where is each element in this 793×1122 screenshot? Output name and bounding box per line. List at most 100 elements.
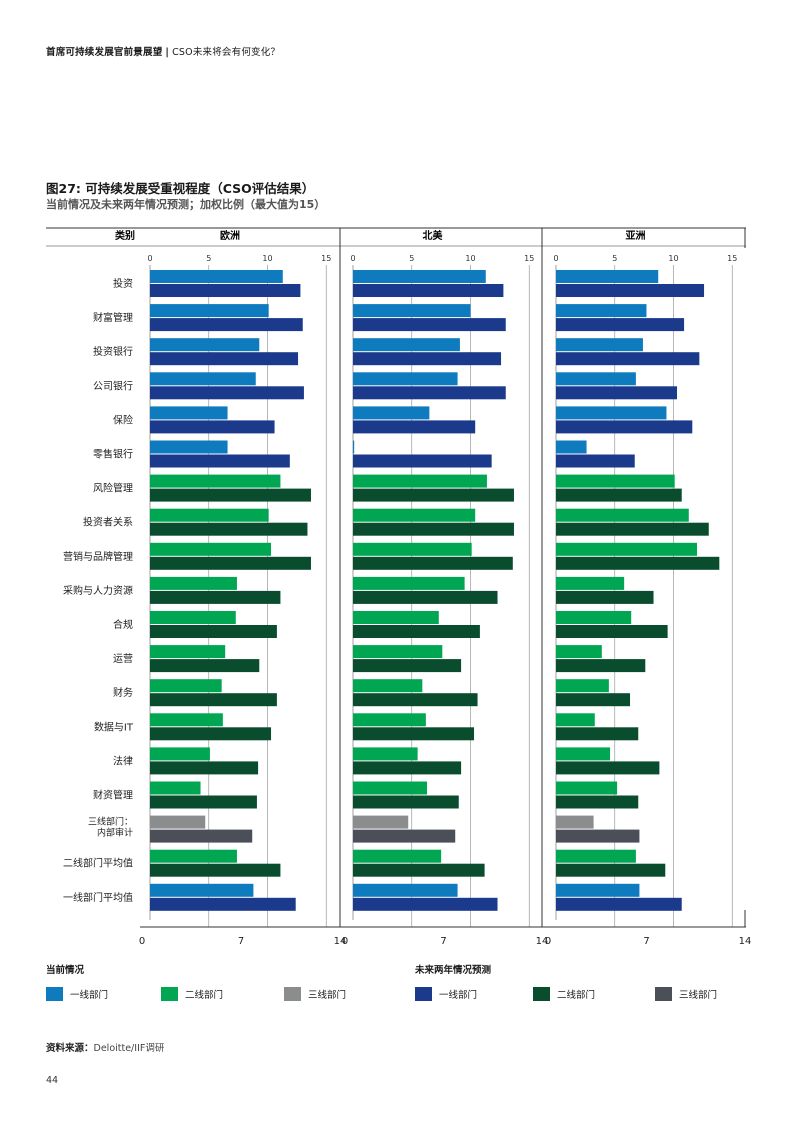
top-tick-label: 5 <box>612 254 617 263</box>
bar-current <box>353 815 409 829</box>
bottom-tick-label: 14 <box>739 936 752 947</box>
bar-future <box>150 829 253 843</box>
category-label: 营销与品牌管理 <box>63 550 133 563</box>
category-label: 保险 <box>113 413 133 426</box>
bar-current <box>353 679 423 693</box>
bar-future <box>150 659 260 673</box>
bar-future <box>353 318 506 332</box>
bar-future <box>353 897 498 911</box>
bar-future <box>353 590 498 604</box>
bar-current <box>556 406 667 420</box>
bar-future <box>556 352 700 366</box>
legend-label: 三线部门 <box>679 990 718 1001</box>
bar-future <box>353 693 478 707</box>
bar-current <box>556 611 632 624</box>
bar-future <box>150 590 281 604</box>
category-label-line: 三线部门： <box>88 816 133 828</box>
legend-label: 三线部门 <box>308 990 347 1001</box>
bar-current <box>150 747 210 761</box>
bar-future <box>150 795 257 809</box>
bar-current <box>150 406 228 420</box>
bar-current <box>353 611 439 624</box>
category-label: 合规 <box>113 618 133 631</box>
bar-future <box>556 420 693 434</box>
bar-current <box>353 576 465 590</box>
bar-current <box>353 713 426 727</box>
bar-current <box>556 270 659 283</box>
legend-label: 二线部门 <box>557 990 596 1001</box>
bar-current <box>556 679 609 693</box>
bar-future <box>150 318 303 332</box>
top-tick-label: 15 <box>524 254 534 263</box>
bar-future <box>353 625 480 638</box>
top-tick-label: 15 <box>727 254 737 263</box>
bar-future <box>353 659 462 673</box>
bar-future <box>556 659 646 673</box>
bar-future <box>150 727 272 741</box>
bar-future <box>556 284 705 297</box>
bottom-tick-label: 14 <box>536 936 549 947</box>
bar-future <box>353 454 492 468</box>
bar-future <box>353 727 475 741</box>
bar-current <box>556 849 636 863</box>
bottom-tick-label: 0 <box>545 936 551 947</box>
legend-label: 一线部门 <box>70 990 109 1001</box>
region-label: 北美 <box>423 229 444 242</box>
header-title: 首席可持续发展官前景展望 <box>46 47 163 58</box>
bar-current <box>353 440 355 454</box>
source-label: 资料来源： <box>46 1043 94 1054</box>
legend-item-future-line3: 三线部门 <box>655 987 717 1001</box>
bar-current <box>150 645 226 659</box>
category-label: 风险管理 <box>93 482 133 495</box>
bar-future <box>150 897 296 911</box>
bar-current <box>150 883 254 897</box>
category-label: 投资 <box>113 277 133 290</box>
bar-future <box>150 761 259 775</box>
bottom-tick-label: 7 <box>643 936 649 947</box>
source-text: Deloitte/IIF调研 <box>93 1043 165 1054</box>
bar-current <box>556 747 611 761</box>
bar-current <box>353 645 443 659</box>
bar-future <box>353 386 506 400</box>
top-tick-label: 0 <box>147 254 152 263</box>
bar-future <box>353 488 514 502</box>
legend-item-future-line2: 二线部门 <box>533 987 595 1001</box>
legend-item-current-line2: 二线部门 <box>161 987 223 1001</box>
bar-current <box>353 372 458 386</box>
legend-item-future-line1: 一线部门 <box>415 987 477 1001</box>
bar-future <box>353 420 476 434</box>
bar-current <box>150 508 269 522</box>
category-label: 财富管理 <box>93 311 133 324</box>
top-tick-label: 5 <box>206 254 211 263</box>
bar-future <box>556 386 678 400</box>
top-tick-label: 5 <box>409 254 414 263</box>
category-label: 运营 <box>113 652 133 665</box>
bar-future <box>353 556 513 570</box>
bar-current <box>150 304 269 318</box>
bar-chart: 类别 欧洲 0 5 10 15 0 7 14 北美 0 5 10 15 0 7 14 亚洲 0 5 10 15 0 7 14 投资… <box>46 227 752 947</box>
source-note: 资料来源：Deloitte/IIF调研 <box>46 1040 164 1054</box>
bar-future <box>556 727 639 741</box>
bar-future <box>150 454 290 468</box>
category-label: 二线部门平均值 <box>63 857 133 870</box>
bar-future <box>353 761 462 775</box>
bar-future <box>556 795 639 809</box>
category-label: 数据与IT <box>94 720 134 733</box>
bar-future <box>556 863 666 877</box>
bar-future <box>556 693 631 707</box>
bar-future <box>150 863 281 877</box>
legend-swatch <box>533 987 550 1001</box>
bar-current <box>150 372 256 386</box>
top-tick-label: 10 <box>465 254 475 263</box>
bar-current <box>556 304 647 318</box>
bottom-tick-label: 7 <box>238 936 244 947</box>
bar-future <box>150 488 311 502</box>
bottom-tick-label: 7 <box>440 936 446 947</box>
bar-current <box>353 883 458 897</box>
category-label: 法律 <box>113 754 133 767</box>
category-label-line: 内部审计 <box>97 827 133 839</box>
category-label: 采购与人力资源 <box>63 584 133 597</box>
bar-current <box>150 849 237 863</box>
bar-current <box>556 542 697 556</box>
top-tick-label: 0 <box>350 254 355 263</box>
